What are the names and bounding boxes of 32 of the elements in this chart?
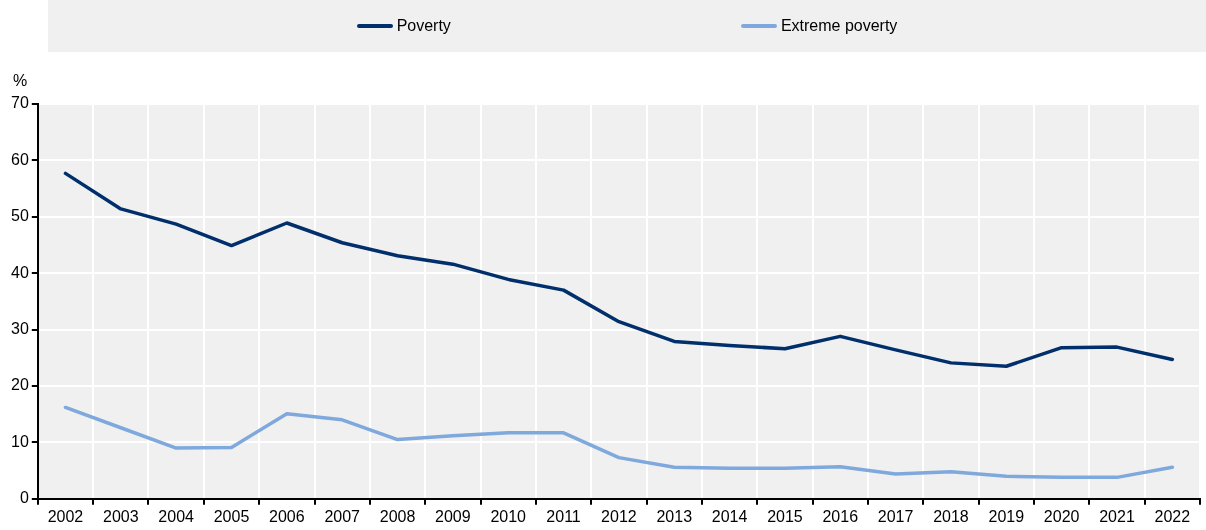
y-tick-label: 10 [11, 432, 29, 450]
x-tick-label: 2005 [213, 507, 250, 525]
x-tick-label: 2020 [1043, 507, 1080, 525]
x-tick-label: 2011 [546, 507, 581, 525]
x-tick-label: 2007 [324, 507, 361, 525]
x-tick-label: 2013 [656, 507, 693, 525]
x-tick-label: 2003 [103, 507, 139, 525]
x-tick-label: 2022 [1154, 507, 1191, 525]
x-tick-label: 2016 [822, 507, 859, 525]
x-tick-label: 2017 [877, 507, 914, 525]
x-tick-label: 2006 [269, 507, 305, 525]
y-tick-label: 0 [19, 489, 29, 507]
x-tick-label: 2008 [379, 507, 416, 525]
x-tick-label: 2010 [490, 507, 527, 525]
x-tick-label: 2014 [711, 507, 748, 525]
y-tick-label: 60 [11, 150, 29, 168]
x-tick-label: 2015 [767, 507, 803, 525]
y-tick-label: 70 [11, 94, 29, 112]
x-tick-label: 2021 [1099, 507, 1135, 525]
y-tick-label: 20 [11, 376, 29, 394]
legend-label: Poverty [396, 17, 451, 35]
y-axis-title: % [12, 72, 28, 90]
x-tick-label: 2002 [47, 507, 84, 525]
x-tick-label: 2009 [435, 507, 471, 525]
x-tick-label: 2018 [933, 507, 969, 525]
x-tick-label: 2012 [601, 507, 637, 525]
legend-label: Extreme poverty [780, 17, 898, 35]
y-tick-label: 40 [11, 263, 29, 281]
x-tick-label: 2019 [988, 507, 1025, 525]
y-tick-label: 30 [11, 320, 29, 338]
y-tick-label: 50 [11, 207, 29, 225]
x-tick-label: 2004 [158, 507, 195, 525]
